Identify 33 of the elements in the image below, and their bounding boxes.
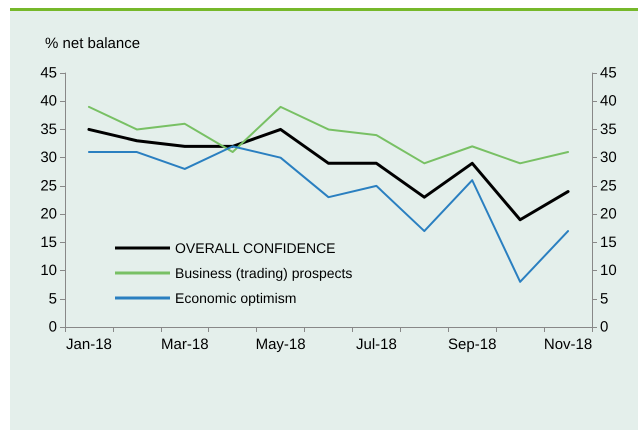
x-tick-label: Jul-18 [356, 336, 397, 353]
y-tick-label: 40 [40, 92, 57, 110]
x-tick-label: May-18 [256, 336, 306, 353]
x-tick-label: Jan-18 [66, 336, 112, 353]
y2-tick-label: 10 [600, 262, 617, 280]
y2-tick-label: 45 [600, 64, 617, 82]
y-tick-label: 5 [48, 290, 57, 308]
y-tick-label: 10 [40, 262, 57, 280]
y2-tick-label: 15 [600, 234, 617, 251]
line-series [88, 106, 570, 164]
y-tick-label: 35 [40, 120, 57, 138]
y2-tick-label: 30 [600, 149, 617, 166]
legend-label: Economic optimism [175, 290, 296, 306]
y2-tick-label: 35 [600, 120, 617, 138]
y2-tick-label: 20 [600, 206, 617, 223]
y-tick-label: 20 [40, 206, 57, 223]
y2-tick-label: 0 [600, 318, 608, 336]
x-tick-label: Mar-18 [161, 336, 209, 353]
x-tick-label: Nov-18 [544, 336, 592, 353]
legend-label: OVERALL CONFIDENCE [175, 240, 336, 256]
y2-tick-label: 40 [600, 92, 617, 110]
y-tick-label: 25 [40, 177, 57, 194]
y2-tick-label: 25 [600, 177, 617, 194]
y-tick-label: 30 [40, 149, 57, 166]
y-tick-label: 45 [40, 64, 57, 82]
line-series [88, 145, 570, 283]
y-tick-label: 15 [40, 234, 57, 251]
line-series [87, 128, 570, 222]
y-tick-label: 0 [48, 318, 57, 336]
y-axis-title: % net balance [45, 35, 140, 52]
x-tick-label: Sep-18 [448, 336, 496, 353]
legend-label: Business (trading) prospects [175, 265, 352, 281]
y2-tick-label: 5 [600, 290, 608, 308]
